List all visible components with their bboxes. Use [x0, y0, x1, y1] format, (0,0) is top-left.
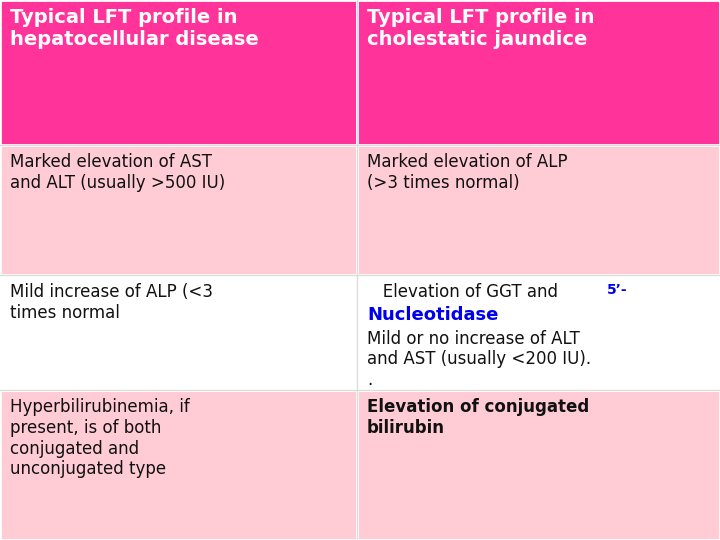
Bar: [0, 0, 357, 145]
Text: Elevation of conjugated
bilirubin: Elevation of conjugated bilirubin: [367, 398, 589, 437]
Text: Hyperbilirubinemia, if
present, is of both
conjugated and
unconjugated type: Hyperbilirubinemia, if present, is of bo…: [10, 398, 190, 478]
Bar: [357, 0, 720, 145]
Text: Mild increase of ALP (<3
times normal: Mild increase of ALP (<3 times normal: [10, 283, 213, 322]
Bar: [0, 390, 357, 540]
Text: Mild or no increase of ALT
and AST (usually <200 IU).
.: Mild or no increase of ALT and AST (usua…: [367, 330, 591, 389]
Text: 5’-: 5’-: [607, 283, 628, 297]
Bar: [357, 390, 720, 540]
Text: Typical LFT profile in
hepatocellular disease: Typical LFT profile in hepatocellular di…: [10, 8, 258, 49]
Text: Marked elevation of AST
and ALT (usually >500 IU): Marked elevation of AST and ALT (usually…: [10, 153, 225, 192]
Text: Marked elevation of ALP
(>3 times normal): Marked elevation of ALP (>3 times normal…: [367, 153, 567, 192]
Bar: [357, 145, 720, 275]
Text: Nucleotidase: Nucleotidase: [367, 306, 498, 325]
Bar: [0, 275, 357, 390]
Text: Elevation of GGT and: Elevation of GGT and: [367, 283, 563, 301]
Bar: [0, 145, 357, 275]
Bar: [357, 275, 720, 390]
Text: Typical LFT profile in
cholestatic jaundice: Typical LFT profile in cholestatic jaund…: [367, 8, 595, 49]
